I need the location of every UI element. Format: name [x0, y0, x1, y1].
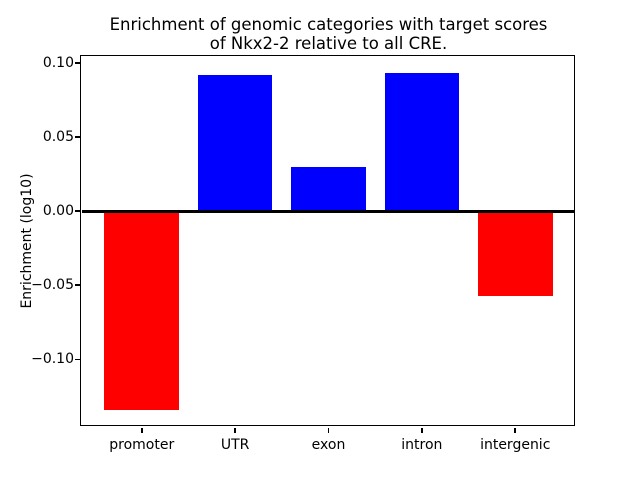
y-tick: [75, 62, 81, 64]
y-tick-label: 0.00: [42, 203, 74, 220]
x-tick-label-exon: exon: [311, 437, 346, 453]
y-tick: [75, 358, 81, 361]
chart-title: Enrichment of genomic categories with ta…: [109, 15, 548, 53]
x-tick: [140, 427, 143, 433]
plot-canvas: [82, 57, 575, 426]
y-tick-label: 0.05: [42, 129, 74, 146]
x-tick-label-promoter: promoter: [109, 437, 175, 453]
x-tick: [327, 427, 330, 433]
bar-intron: [384, 73, 460, 212]
bar-UTR: [197, 74, 273, 212]
y-tick-label: −0.10: [31, 351, 74, 368]
zero-line: [82, 209, 575, 213]
x-tick-label-intergenic: intergenic: [480, 437, 551, 453]
x-tick: [421, 427, 423, 433]
x-tick: [234, 427, 236, 433]
y-tick: [75, 284, 81, 286]
bar-exon: [291, 166, 366, 212]
x-tick: [514, 427, 517, 433]
y-tick: [75, 136, 81, 138]
bar-intergenic: [477, 211, 553, 296]
y-tick: [75, 210, 81, 212]
bar-promoter: [104, 211, 180, 410]
x-tick-label-UTR: UTR: [220, 437, 250, 453]
x-tick-label-intron: intron: [401, 437, 443, 453]
y-tick-label: −0.05: [31, 277, 74, 294]
y-tick-label: 0.10: [42, 54, 74, 71]
